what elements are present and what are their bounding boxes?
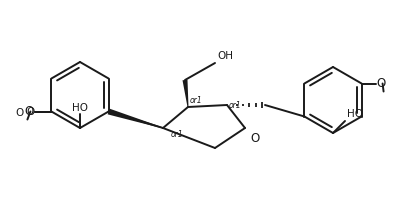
Text: or1: or1 — [229, 101, 241, 109]
Text: HO: HO — [347, 109, 363, 119]
Text: HO: HO — [72, 103, 88, 113]
Text: O: O — [26, 107, 34, 116]
Text: O: O — [15, 108, 24, 117]
Text: or1: or1 — [190, 96, 202, 105]
Text: or1: or1 — [171, 130, 184, 139]
Polygon shape — [183, 80, 189, 107]
Text: OH: OH — [217, 51, 233, 61]
Text: O: O — [24, 105, 34, 118]
Text: O: O — [250, 132, 259, 145]
Polygon shape — [108, 109, 163, 129]
Text: O: O — [377, 77, 386, 90]
